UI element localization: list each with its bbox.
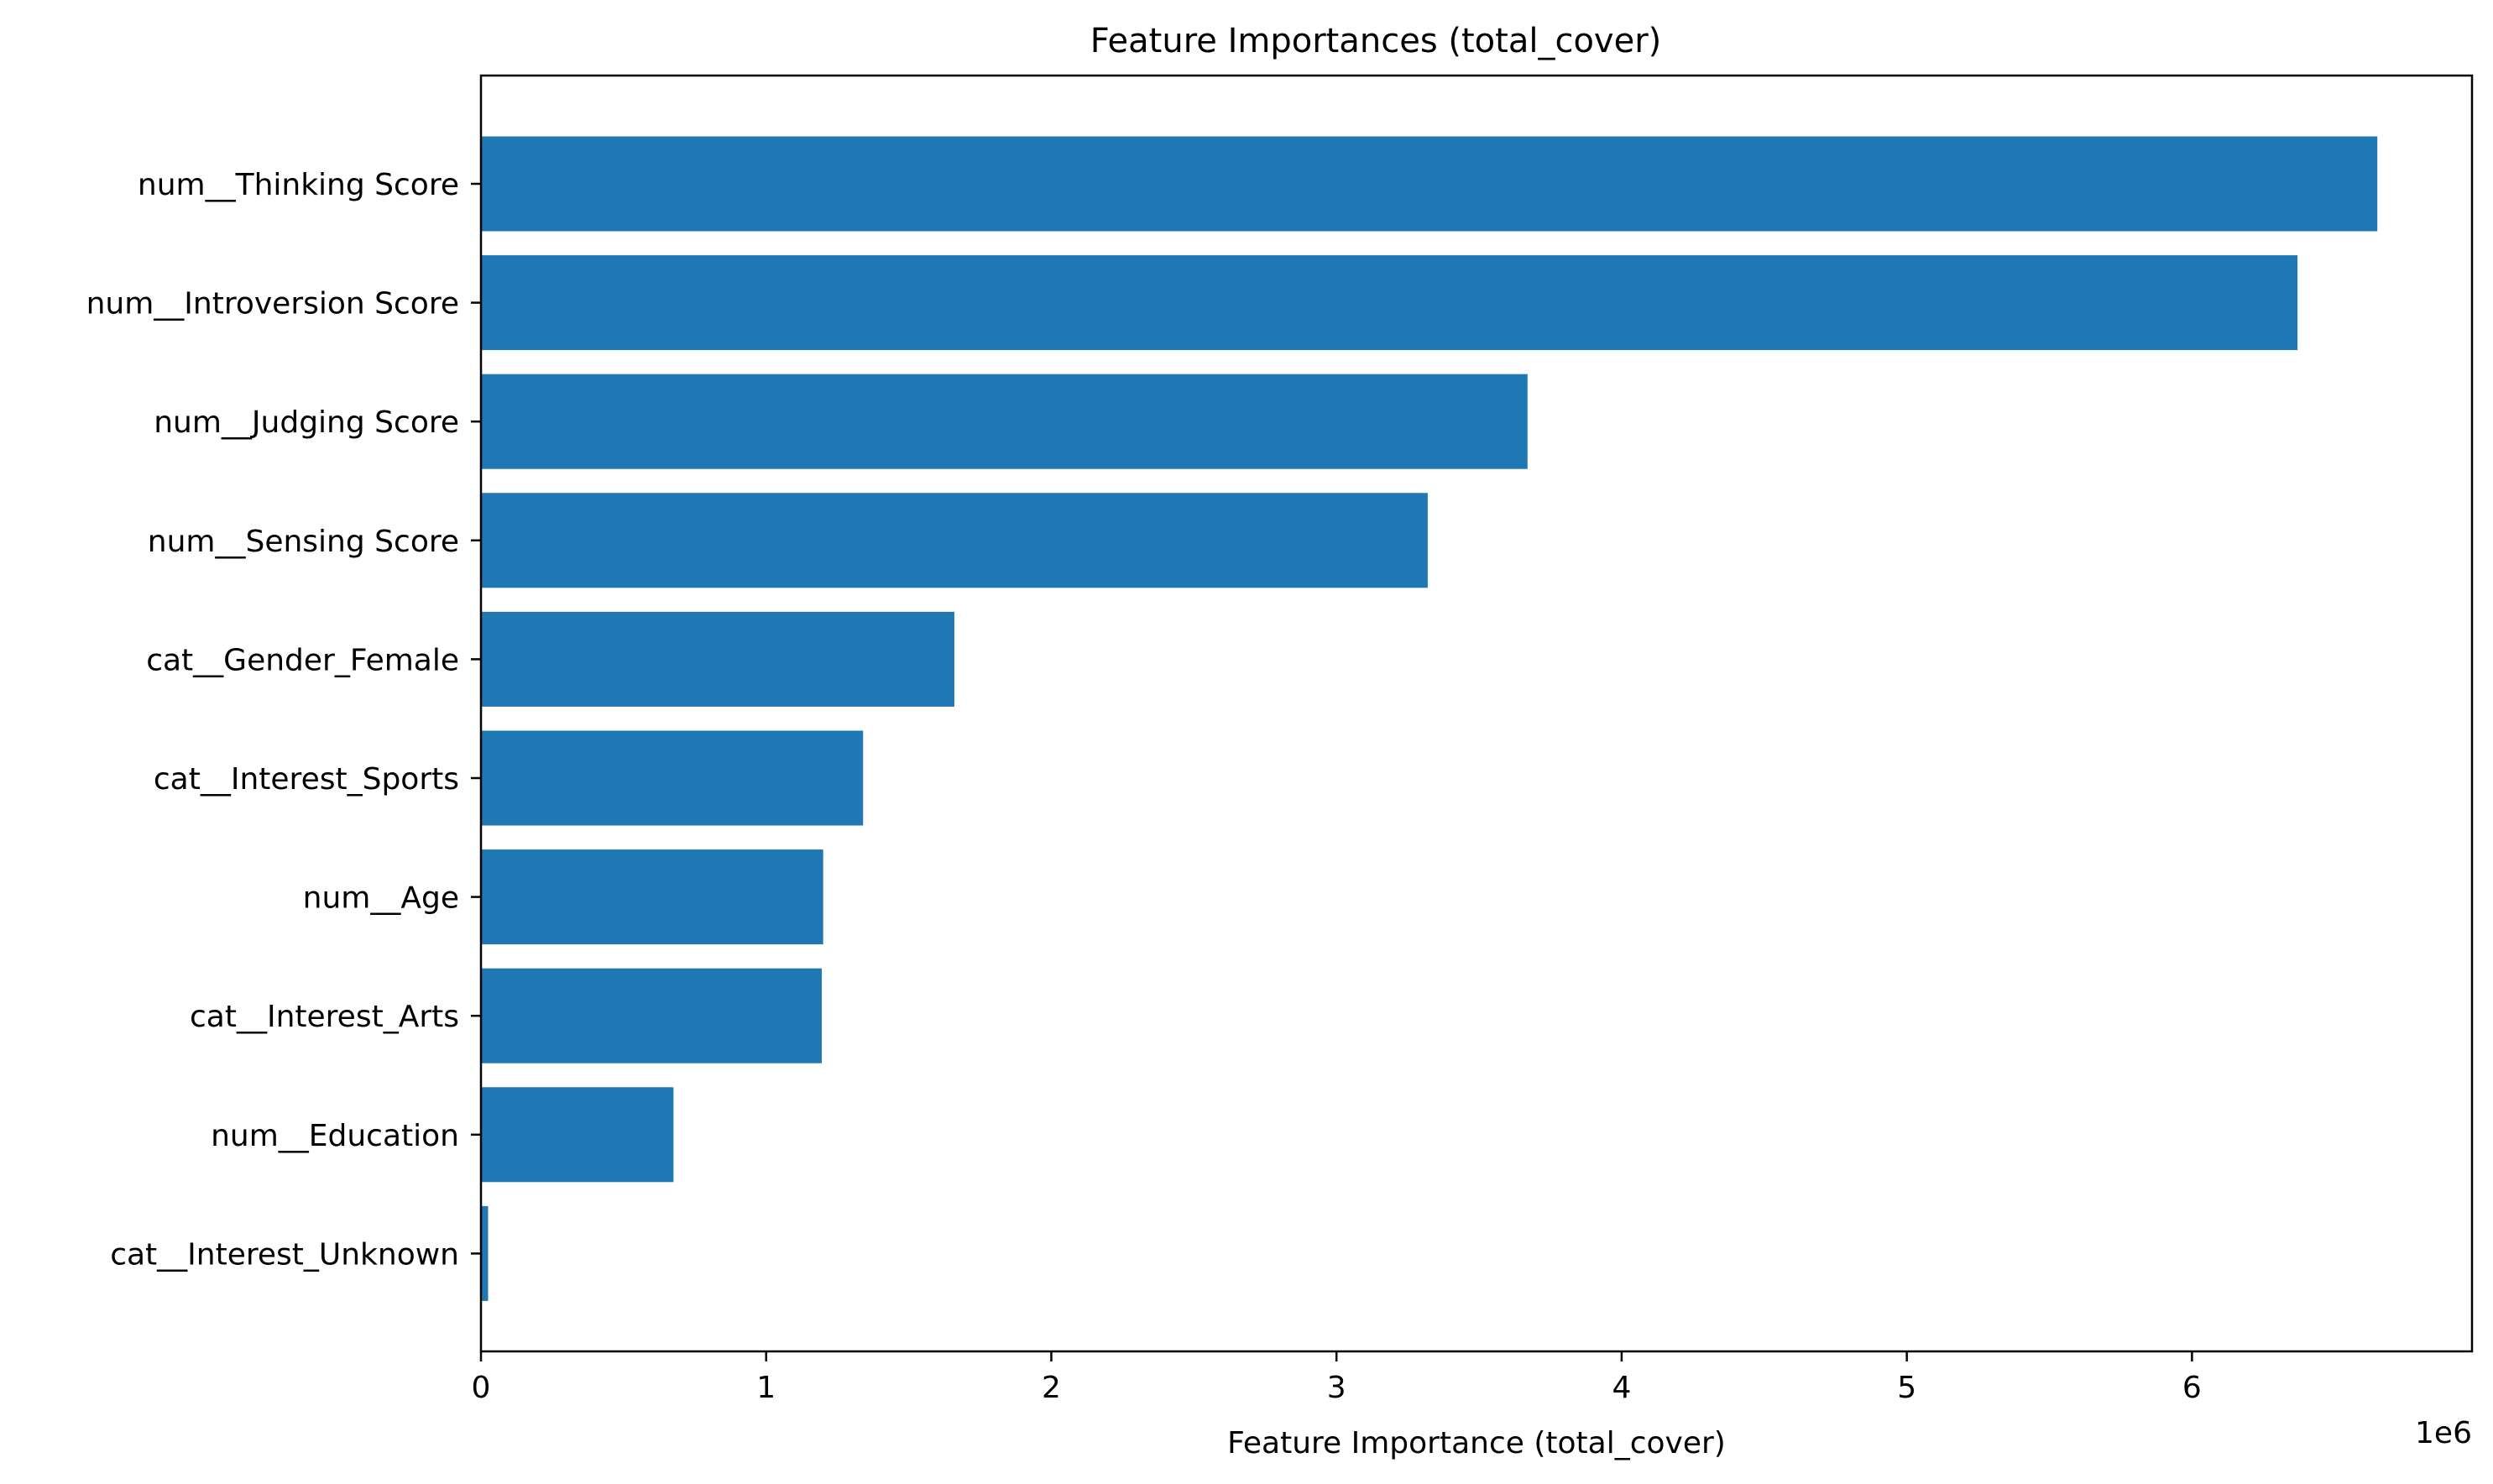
- x-tick-label: 4: [1612, 1371, 1631, 1405]
- bar: [481, 849, 823, 945]
- bar: [481, 493, 1428, 588]
- y-tick-label: num__Judging Score: [154, 405, 459, 440]
- bars-layer: [481, 136, 2378, 1301]
- bar: [481, 968, 822, 1063]
- x-axis-offset-label: 1e6: [2415, 1416, 2472, 1450]
- y-tick-label: num__Age: [303, 881, 459, 916]
- x-tick-label: 2: [1042, 1371, 1061, 1405]
- y-tick-label: num__Education: [211, 1119, 459, 1153]
- y-tick-label: num__Sensing Score: [148, 525, 459, 559]
- bar: [481, 255, 2298, 351]
- x-axis-label: Feature Importance (total_cover): [1227, 1426, 1726, 1460]
- x-tick-label: 0: [472, 1371, 491, 1405]
- y-tick-label: cat__Interest_Arts: [190, 1000, 459, 1034]
- x-tick-label: 6: [2182, 1371, 2202, 1405]
- chart-title: Feature Importances (total_cover): [1090, 22, 1662, 60]
- plot-frame: [479, 74, 2474, 1353]
- x-tick-label: 5: [1897, 1371, 1916, 1405]
- bar: [481, 611, 954, 707]
- y-tick-label: num__Thinking Score: [138, 168, 459, 202]
- bar: [481, 1087, 674, 1183]
- y-tick-label: cat__Gender_Female: [146, 643, 459, 677]
- x-tick-label: 3: [1327, 1371, 1346, 1405]
- bar: [481, 730, 864, 826]
- bar: [481, 136, 2378, 232]
- bar: [481, 1205, 489, 1301]
- bar: [481, 374, 1528, 469]
- x-tick-label: 1: [756, 1371, 776, 1405]
- y-tick-label: cat__Interest_Unknown: [110, 1237, 459, 1272]
- y-tick-label: cat__Interest_Sports: [154, 762, 459, 797]
- y-tick-label: num__Introversion Score: [86, 287, 459, 321]
- x-axis-ticks: 0 1 2 3 4 5 6: [472, 1351, 2202, 1405]
- y-axis-ticks: num__Thinking Score num__Introversion Sco…: [86, 168, 481, 1272]
